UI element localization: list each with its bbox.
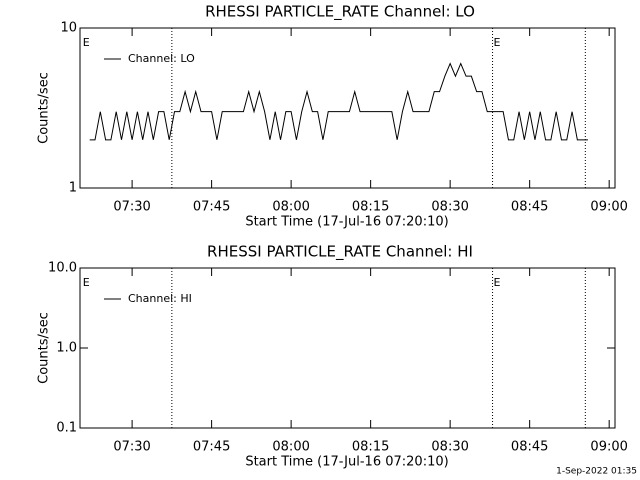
- event-label: E: [494, 276, 501, 289]
- y-tick-label: 10: [60, 21, 77, 36]
- plot-frame: [79, 27, 616, 189]
- x-tick-label: 07:30: [113, 440, 150, 455]
- event-label: E: [83, 36, 90, 49]
- x-tick-label: 08:45: [511, 440, 548, 455]
- y-tick-label: 1.0: [56, 341, 77, 356]
- event-label: E: [494, 36, 501, 49]
- legend-label: Channel: HI: [128, 292, 192, 305]
- y-axis-label: Counts/sec: [37, 312, 52, 384]
- x-tick-label: 08:15: [352, 440, 389, 455]
- x-tick-label: 07:45: [193, 200, 230, 215]
- x-tick-label: 09:00: [590, 440, 627, 455]
- x-tick-label: 08:30: [431, 440, 468, 455]
- legend-label: Channel: LO: [128, 52, 195, 65]
- x-tick-label: 08:30: [431, 200, 468, 215]
- chart-title: RHESSI PARTICLE_RATE Channel: HI: [207, 243, 473, 262]
- data-line: [89, 62, 588, 141]
- x-tick-label: 09:00: [590, 200, 627, 215]
- x-axis-label: Start Time (17-Jul-16 07:20:10): [245, 215, 448, 230]
- chart-title: RHESSI PARTICLE_RATE Channel: LO: [205, 3, 475, 22]
- y-tick-label: 0.1: [56, 421, 77, 436]
- footer: 1-Sep-2022 01:35: [556, 467, 637, 477]
- y-tick-label: 10.0: [48, 261, 77, 276]
- x-axis-label: Start Time (17-Jul-16 07:20:10): [245, 455, 448, 470]
- x-tick-label: 07:45: [193, 440, 230, 455]
- x-tick-label: 08:45: [511, 200, 548, 215]
- x-tick-label: 08:15: [352, 200, 389, 215]
- x-tick-label: 08:00: [272, 440, 309, 455]
- x-tick-label: 08:00: [272, 200, 309, 215]
- x-tick-label: 07:30: [113, 200, 150, 215]
- y-tick-label: 1: [69, 181, 77, 196]
- event-label: E: [83, 276, 90, 289]
- y-axis-label: Counts/sec: [37, 72, 52, 144]
